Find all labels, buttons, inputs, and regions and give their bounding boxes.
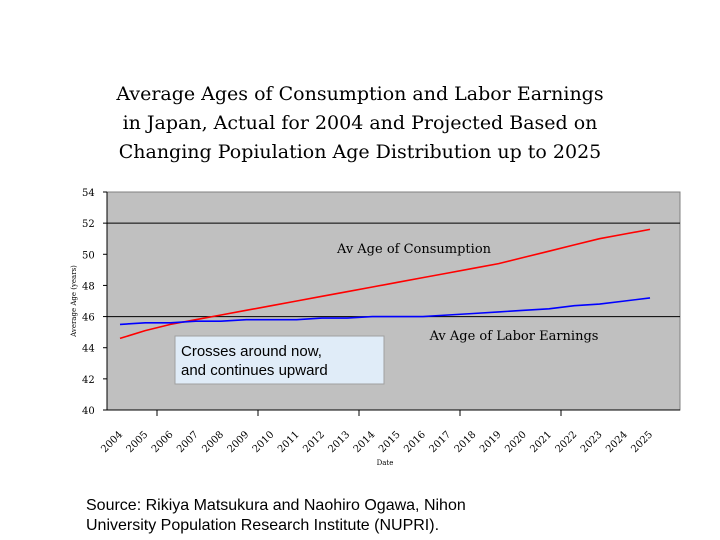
x-tick-label: 2015 — [377, 429, 403, 455]
x-tick-label: 2004 — [99, 429, 125, 455]
y-axis-title: Average Age (years) — [70, 265, 78, 338]
callout-line-1: Crosses around now, — [181, 343, 322, 360]
source-line-2: University Population Research Institute… — [86, 517, 440, 534]
x-tick-label: 2019 — [478, 429, 504, 455]
x-tick-label: 2013 — [326, 429, 352, 455]
x-tick-label: 2007 — [175, 429, 201, 455]
series-line-consumption — [119, 228, 651, 340]
x-tick-label: 2008 — [200, 429, 226, 455]
chart-title: Average Ages of Consumption and Labor Ea… — [100, 80, 620, 167]
source-line-1: Source: Rikiya Matsukura and Naohiro Oga… — [86, 497, 466, 514]
y-tick-label: 40 — [82, 406, 95, 417]
x-axis-title: Date — [377, 459, 394, 467]
series-label-consumption: Av Age of Consumption — [336, 242, 492, 257]
series-label-labor-earnings: Av Age of Labor Earnings — [429, 329, 599, 344]
x-tick-label: 2018 — [453, 429, 479, 455]
x-tick-label: 2010 — [251, 429, 277, 455]
x-tick-label: 2009 — [226, 429, 252, 455]
y-tick-label: 46 — [82, 313, 95, 324]
y-tick-label: 50 — [82, 250, 95, 261]
x-tick-label: 2022 — [554, 429, 580, 455]
y-tick-label: 42 — [82, 375, 95, 386]
chart-title-line-3: Changing Popiulation Age Distribution up… — [118, 141, 602, 163]
x-tick-label: 2017 — [427, 429, 453, 455]
source-note: Source: Rikiya Matsukura and Naohiro Oga… — [86, 496, 646, 536]
x-tick-label: 2011 — [276, 429, 302, 455]
callout-line-2: and continues upward — [181, 362, 328, 379]
x-tick-label: 2023 — [579, 429, 605, 455]
chart-title-line-2: in Japan, Actual for 2004 and Projected … — [122, 112, 598, 134]
x-tick-label: 2025 — [629, 429, 655, 455]
x-tick-label: 2024 — [604, 429, 630, 455]
callout-box — [174, 335, 385, 385]
x-tick-label: 2021 — [528, 429, 554, 455]
x-tick-label: 2006 — [150, 429, 176, 455]
x-tick-label: 2016 — [402, 429, 428, 455]
x-tick-label: 2005 — [125, 429, 151, 455]
x-tick-label: 2012 — [301, 429, 327, 455]
y-tick-label: 52 — [82, 219, 95, 230]
x-tick-label: 2020 — [503, 429, 529, 455]
chart-title-line-1: Average Ages of Consumption and Labor Ea… — [116, 83, 604, 105]
x-tick-label: 2014 — [352, 429, 378, 455]
y-tick-label: 44 — [82, 344, 95, 355]
series-line-labor-earnings — [119, 297, 651, 326]
y-tick-label: 54 — [82, 188, 95, 199]
y-tick-label: 48 — [82, 281, 95, 292]
